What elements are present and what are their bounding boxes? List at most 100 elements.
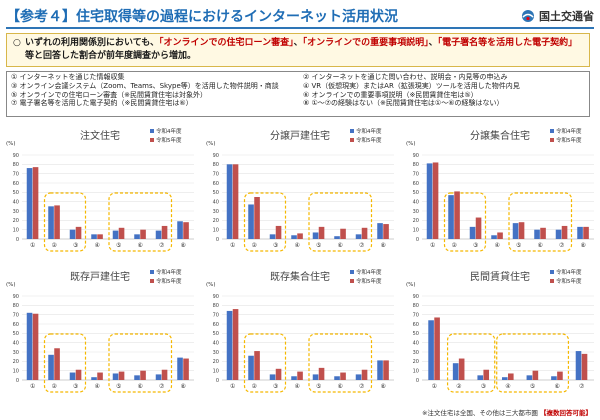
bar (475, 217, 482, 239)
chart-title: 民間賃貸住宅 (470, 270, 530, 283)
highlight-box (108, 192, 173, 252)
bar (377, 223, 383, 239)
y-tick-label: 80 (213, 162, 219, 168)
bar (69, 372, 76, 380)
y-tick-label: 60 (413, 322, 419, 328)
legend-label: 令和4年度 (156, 127, 182, 135)
x-tick-label: ⑤ (316, 242, 321, 249)
highlight-box (446, 333, 496, 393)
y-tick-label: 50 (13, 190, 19, 196)
y-tick-label: 0 (216, 378, 219, 384)
bar (526, 375, 533, 380)
x-tick-label: ⑤ (116, 383, 121, 390)
bar (297, 371, 303, 380)
y-tick-label: 30 (413, 350, 419, 356)
x-tick-label: ① (230, 242, 235, 249)
bar (557, 371, 563, 380)
chart-ylabel: (%) (6, 141, 16, 147)
chart-title: 注文住宅 (80, 129, 120, 142)
bar (32, 313, 39, 380)
x-tick-label: ① (230, 383, 235, 390)
y-tick-label: 0 (216, 237, 219, 243)
highlight-box (108, 333, 173, 393)
legend-swatch (550, 270, 554, 274)
x-tick-label: ③ (73, 242, 78, 249)
bar (183, 358, 189, 380)
chart-ylabel: (%) (206, 141, 216, 147)
summary-highlight-econtract: 「電子署名等を活用した電子契約」 (437, 38, 578, 48)
x-tick-label: ⑦ (159, 383, 165, 390)
bar (518, 222, 525, 239)
bar (97, 372, 103, 380)
legend-label: 令和4年度 (356, 268, 382, 276)
bar (312, 232, 319, 239)
y-tick-label: 50 (13, 331, 19, 337)
bar (291, 235, 297, 239)
chart-ylabel: (%) (206, 282, 216, 288)
summary-box: いずれの利用関係別においても、「オンラインでの住宅ローン審査」、「オンラインでの… (6, 33, 590, 67)
highlight-box (243, 333, 287, 393)
y-tick-label: 80 (213, 303, 219, 309)
legend-label: 令和4年度 (156, 268, 182, 276)
y-tick-label: 70 (213, 312, 219, 318)
bar (69, 229, 76, 239)
x-tick-label: ② (52, 383, 58, 390)
header-divider (6, 27, 594, 29)
bar (118, 371, 125, 380)
legend-swatch (550, 129, 554, 133)
bar (161, 369, 168, 380)
chart-ylabel: (%) (6, 282, 16, 288)
bar (361, 369, 368, 380)
bar (434, 317, 440, 380)
bar (432, 162, 439, 239)
bar (508, 373, 514, 380)
legend-item: ② インターネットを通じた問い合わせ、説明会・内見等の申込み (303, 73, 508, 81)
legend-label: 令和5年度 (556, 277, 582, 285)
bar (118, 227, 125, 239)
bar (140, 229, 146, 239)
legend-item: ⑤ オンラインでの住宅ローン審査（※民間賃貸住宅は対象外） (11, 90, 208, 99)
highlight-box (308, 192, 373, 252)
x-tick-label: ③ (473, 242, 478, 249)
y-tick-label: 0 (416, 378, 419, 384)
bar (75, 226, 82, 239)
bar (254, 197, 260, 239)
x-tick-label: ② (252, 242, 258, 249)
bar (491, 235, 497, 239)
y-tick-label: 80 (413, 303, 419, 309)
bar (26, 168, 33, 239)
bar (48, 206, 54, 239)
y-tick-label: 40 (13, 199, 19, 205)
legend-item: ① インターネットを通じた情報収集 (11, 73, 125, 81)
y-tick-label: 90 (213, 153, 219, 159)
bar (318, 367, 325, 380)
y-tick-label: 30 (13, 209, 19, 215)
x-tick-label: ⑥ (538, 242, 543, 249)
y-tick-label: 10 (213, 227, 219, 233)
legend-swatch (350, 279, 354, 283)
y-tick-label: 80 (13, 162, 19, 168)
legend-label: 令和4年度 (356, 127, 382, 135)
bar (134, 375, 140, 380)
y-tick-label: 20 (213, 218, 219, 224)
x-tick-label: ⑥ (138, 242, 143, 249)
summary-sep2: 、 (428, 38, 438, 48)
x-tick-label: ② (456, 383, 462, 390)
x-tick-label: ⑧ (181, 383, 186, 390)
y-tick-label: 30 (413, 209, 419, 215)
bar (383, 360, 389, 380)
bar (555, 229, 562, 239)
bar (477, 375, 484, 380)
bar (48, 354, 54, 380)
summary-text: いずれの利用関係別においても、「オンラインでの住宅ローン審査」、「オンラインでの… (13, 37, 583, 63)
bar (134, 234, 140, 239)
chart-title: 分譲戸建住宅 (270, 129, 330, 142)
bar (254, 351, 260, 380)
bar (334, 236, 340, 239)
bar (32, 167, 39, 239)
bar (448, 195, 454, 239)
header: 【参考４】住宅取得等の過程におけるインターネット活用状況 国土交通省 (0, 0, 600, 30)
bar (91, 234, 97, 239)
